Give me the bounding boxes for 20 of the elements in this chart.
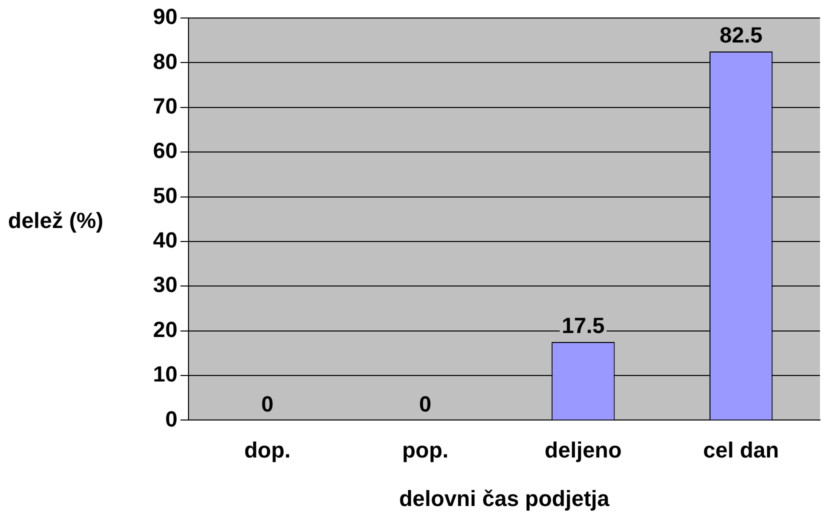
- x-tick-label: dop.: [244, 437, 291, 462]
- y-tick-label: 20: [152, 316, 178, 342]
- data-label: 82.5: [720, 22, 762, 48]
- data-label: 0: [419, 391, 432, 416]
- data-label: 17.5: [562, 313, 605, 338]
- y-tick-label: 90: [152, 4, 178, 30]
- y-tick-label: 0: [165, 406, 178, 432]
- x-tick-label: deljeno: [544, 437, 622, 462]
- x-axis-title: delovni čas podjetja: [399, 486, 610, 511]
- y-tick-label: 40: [152, 228, 178, 253]
- y-tick-label: 30: [152, 272, 178, 298]
- y-tick-label: 70: [152, 93, 178, 118]
- y-axis-title: delež (%): [8, 208, 104, 234]
- y-tick-label: 60: [152, 138, 178, 164]
- data-label: 0: [261, 391, 274, 416]
- x-tick-label: pop.: [402, 437, 449, 462]
- y-tick-label: 10: [152, 362, 178, 387]
- y-tick-label: 80: [152, 48, 178, 74]
- x-tick-label: cel dan: [703, 437, 779, 462]
- y-tick-label: 50: [152, 182, 178, 208]
